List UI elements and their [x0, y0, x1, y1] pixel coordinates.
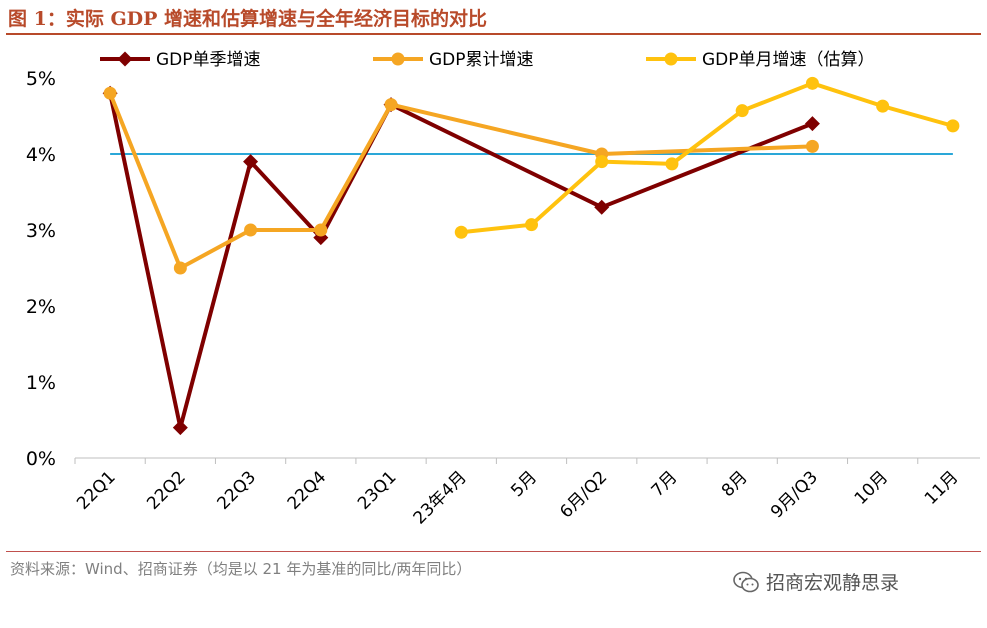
y-tick-label: 4%: [26, 144, 56, 166]
legend-label: GDP单季增速: [156, 50, 261, 70]
series-3-point: [454, 225, 468, 239]
series-1-point: [243, 154, 259, 170]
series-2-point: [314, 223, 328, 237]
series-line-2: [108, 92, 813, 270]
x-tick-label: 22Q4: [284, 467, 331, 514]
series-1-point: [594, 199, 610, 215]
watermark-text: 招商宏观静思录: [766, 572, 900, 594]
x-tick-label: 5月: [507, 467, 541, 501]
legend-swatch-marker: [391, 52, 405, 66]
figure-title: 图 1：实际 GDP 增速和估算增速与全年经济目标的对比: [8, 8, 488, 30]
x-tick-label: 10月: [851, 467, 892, 508]
legend-label: GDP单月增速（估算）: [702, 50, 875, 70]
series-3-point: [805, 76, 819, 90]
x-tick-label: 9月/Q3: [767, 467, 822, 522]
series-3-point: [525, 218, 538, 232]
legend-label: GDP累计增速: [429, 50, 534, 70]
series-1-point: [172, 420, 188, 436]
x-tick-label: 7月: [648, 467, 682, 501]
y-tick-label: 5%: [26, 68, 56, 90]
x-tick-label: 22Q1: [73, 467, 120, 514]
x-tick-label: 23年4月: [410, 467, 471, 528]
y-tick-label: 2%: [26, 296, 56, 318]
series-line-3: [461, 81, 954, 235]
title-rule: [6, 33, 981, 35]
x-tick-label: 22Q3: [214, 467, 261, 514]
x-tick-label: 8月: [718, 467, 752, 501]
series-2-point: [103, 86, 117, 100]
wechat-icon: [733, 571, 759, 592]
x-tick-label: 23Q1: [354, 467, 401, 514]
series-3-point: [665, 157, 679, 171]
series-3-point: [735, 104, 749, 118]
x-tick-label: 6月/Q2: [556, 467, 611, 522]
series-2-point: [805, 139, 819, 153]
watermark: 招商宏观静思录: [732, 568, 899, 595]
y-tick-label: 3%: [26, 220, 56, 242]
legend-swatch-marker: [117, 51, 133, 67]
series-3-point: [946, 119, 960, 133]
series-1-point: [804, 116, 820, 132]
y-tick-label: 1%: [26, 372, 56, 394]
series-2-point: [244, 223, 258, 237]
series-2-point: [384, 98, 398, 112]
series-3-point: [876, 99, 890, 113]
x-tick-label: 22Q2: [143, 467, 190, 514]
series-2-point: [173, 261, 187, 275]
source-rule: [6, 551, 981, 552]
y-tick-label: 0%: [26, 448, 56, 470]
source-note: 资料来源：Wind、招商证券（均是以 21 年为基准的同比/两年同比）: [10, 560, 472, 578]
series-line-1: [108, 92, 814, 430]
x-tick-label: 11月: [921, 467, 962, 508]
series-3-point: [595, 155, 609, 169]
legend-swatch-marker: [664, 52, 678, 66]
